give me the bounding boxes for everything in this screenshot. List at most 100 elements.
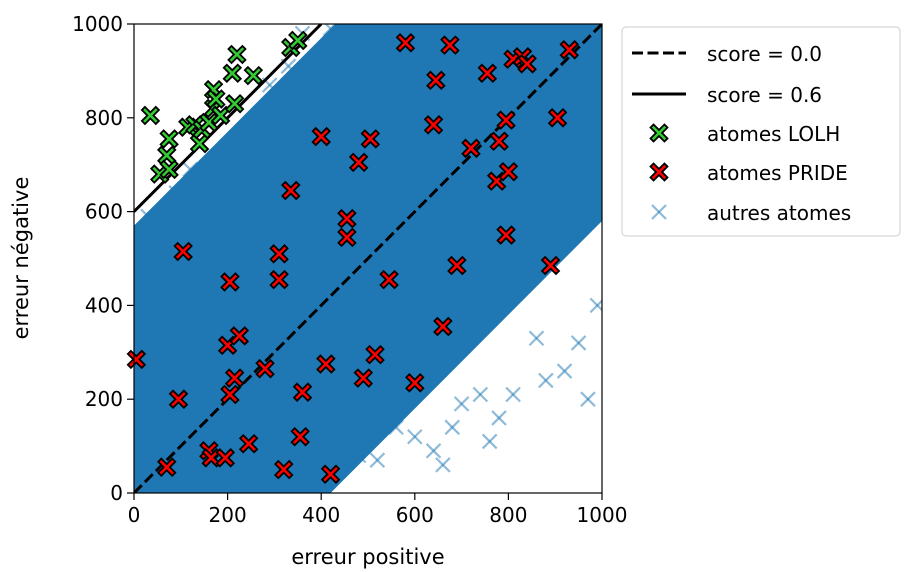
pride-atome-point xyxy=(269,244,289,264)
autres-atome-point xyxy=(346,24,362,32)
legend: score = 0.0 score = 0.6 atomes LOLH atom… xyxy=(621,26,901,237)
pride-atome-point xyxy=(229,326,250,346)
lolh-atome-point xyxy=(206,89,226,109)
lolh-atome-point xyxy=(288,30,308,51)
plot-area xyxy=(126,23,603,494)
pride-atome-point xyxy=(215,448,236,468)
legend-marker-pride xyxy=(649,162,669,182)
y-tick-label: 400 xyxy=(85,293,123,317)
legend-label-lolh: atomes LOLH xyxy=(707,122,840,146)
legend-marker-lolh xyxy=(649,123,669,143)
autres-atome-point xyxy=(505,386,521,403)
legend-label-score-0: score = 0.0 xyxy=(707,42,822,66)
legend-pride-x-icon xyxy=(649,162,669,182)
autres-atome-point xyxy=(580,391,596,407)
lolh-atome-point xyxy=(222,63,243,84)
pride-atome-point xyxy=(395,32,416,53)
pride-atome-point xyxy=(220,384,240,405)
autres-atome-point xyxy=(472,386,489,403)
legend-autres-x-icon xyxy=(651,204,667,220)
x-axis: 0 200 400 600 800 1000 xyxy=(128,493,628,527)
pride-atome-point xyxy=(126,349,147,370)
pride-atome-point xyxy=(238,433,259,454)
pride-atome-point xyxy=(496,225,516,245)
pride-atome-point xyxy=(290,426,310,447)
lolh-atome-point xyxy=(243,65,264,86)
x-tick-label: 1000 xyxy=(577,503,628,527)
pride-atome-point xyxy=(316,354,336,374)
pride-atome-point xyxy=(440,35,460,55)
lolh-atome-point xyxy=(156,145,177,166)
pride-atome-point xyxy=(426,70,446,91)
x-axis-label: erreur positive xyxy=(291,545,444,569)
pride-atome-point xyxy=(433,316,453,337)
pride-atome-point xyxy=(220,272,240,292)
autres-atome-point xyxy=(210,147,227,164)
autres-atome-point xyxy=(182,161,198,178)
autres-atome-point xyxy=(570,335,587,351)
pride-atome-point xyxy=(281,180,301,201)
legend-frame xyxy=(621,26,901,237)
y-tick-label: 0 xyxy=(110,481,123,505)
autres-atome-point xyxy=(233,128,250,145)
pride-atome-point xyxy=(269,269,289,290)
pride-atome-point xyxy=(255,358,275,379)
pride-atome-point xyxy=(292,382,313,402)
pride-atome-point xyxy=(173,241,193,262)
pride-atome-point xyxy=(517,54,537,74)
pride-atome-point xyxy=(156,457,177,477)
autres-atome-point xyxy=(168,185,184,201)
legend-lolh-x-icon xyxy=(649,123,669,143)
autres-atome-point xyxy=(196,175,212,192)
y-tick-label: 600 xyxy=(85,200,123,224)
lolh-markers xyxy=(140,30,308,184)
pride-atome-point xyxy=(273,459,294,480)
lolh-atome-point xyxy=(159,159,179,180)
y-axis: 0 200 400 600 800 1000 xyxy=(72,12,134,505)
pride-atome-point xyxy=(559,40,580,60)
legend-marker-autres xyxy=(651,204,667,220)
pride-atome-point xyxy=(348,152,369,173)
pride-atome-point xyxy=(405,373,425,393)
autres-atome-point xyxy=(369,452,386,468)
autres-atome-point xyxy=(528,330,545,347)
pride-atome-point xyxy=(320,464,341,485)
autres-atome-point xyxy=(388,419,404,436)
autres-atome-point xyxy=(304,457,320,473)
autres-atome-point xyxy=(444,419,461,436)
autres-atome-point xyxy=(247,110,264,126)
y-axis-label: erreur négative xyxy=(9,177,33,340)
x-tick-label: 200 xyxy=(209,503,247,527)
pride-atome-point xyxy=(498,161,519,182)
x-tick-label: 0 xyxy=(128,503,141,527)
autres-atome-point xyxy=(435,457,451,473)
autres-atome-point xyxy=(453,396,470,412)
legend-label-autres: autres atomes xyxy=(707,201,851,225)
pride-atome-point xyxy=(447,255,467,276)
autres-atome-point xyxy=(140,208,156,225)
autres-atome-point xyxy=(481,433,498,450)
y-tick-label: 1000 xyxy=(72,12,123,36)
pride-markers xyxy=(126,32,580,485)
autres-atome-point xyxy=(556,363,573,379)
legend-label-pride: atomes PRIDE xyxy=(707,161,848,185)
pride-atome-point xyxy=(496,110,516,130)
x-tick-label: 800 xyxy=(489,503,527,527)
y-tick-label: 200 xyxy=(85,387,123,411)
lolh-atome-point xyxy=(224,93,245,114)
pride-atome-point xyxy=(423,115,444,135)
autres-atome-point xyxy=(350,447,367,464)
pride-atome-point xyxy=(337,227,357,248)
lolh-atome-point xyxy=(227,44,247,65)
pride-atome-point xyxy=(365,344,385,365)
autres-atome-point xyxy=(491,410,507,426)
pride-atome-point xyxy=(461,138,481,159)
autres-atome-point xyxy=(144,260,161,276)
pride-atome-point xyxy=(477,63,498,84)
pride-atome-point xyxy=(337,208,357,229)
legend-label-score-06: score = 0.6 xyxy=(707,83,822,107)
pride-atome-point xyxy=(379,269,399,290)
x-tick-label: 600 xyxy=(396,503,434,527)
lolh-atome-point xyxy=(140,105,161,126)
